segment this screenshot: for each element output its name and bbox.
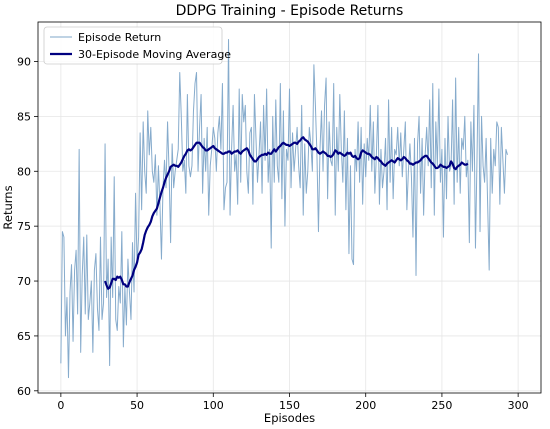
series-episode-return	[60, 39, 508, 379]
y-tick-label: 80	[17, 165, 31, 178]
y-tick-label: 85	[17, 110, 31, 123]
x-axis-label: Episodes	[264, 411, 315, 425]
x-tick-label: 0	[57, 399, 64, 412]
y-tick-label: 70	[17, 275, 31, 288]
x-axis: 0 50 100 150 200 250 300	[57, 393, 529, 412]
x-tick-label: 250	[431, 399, 452, 412]
legend-box	[43, 26, 223, 65]
chart-title: DDPG Training - Episode Returns	[176, 3, 404, 19]
x-tick-label: 300	[508, 399, 529, 412]
y-axis: 60 65 70 75 80 85 90	[17, 56, 38, 398]
series-moving-average	[104, 136, 469, 290]
y-tick-label: 60	[17, 385, 31, 398]
series-layer	[60, 39, 508, 379]
x-tick-label: 50	[130, 399, 144, 412]
y-axis-label: Returns	[1, 185, 15, 229]
legend-label-episode-return: Episode Return	[78, 31, 161, 44]
legend: Episode Return 30-Episode Moving Average	[43, 26, 231, 65]
legend-label-moving-average: 30-Episode Moving Average	[78, 48, 231, 61]
y-tick-label: 90	[17, 56, 31, 69]
x-tick-label: 100	[203, 399, 224, 412]
x-tick-label: 150	[279, 399, 300, 412]
y-tick-label: 65	[17, 330, 31, 343]
x-tick-label: 200	[355, 399, 376, 412]
y-tick-label: 75	[17, 220, 31, 233]
